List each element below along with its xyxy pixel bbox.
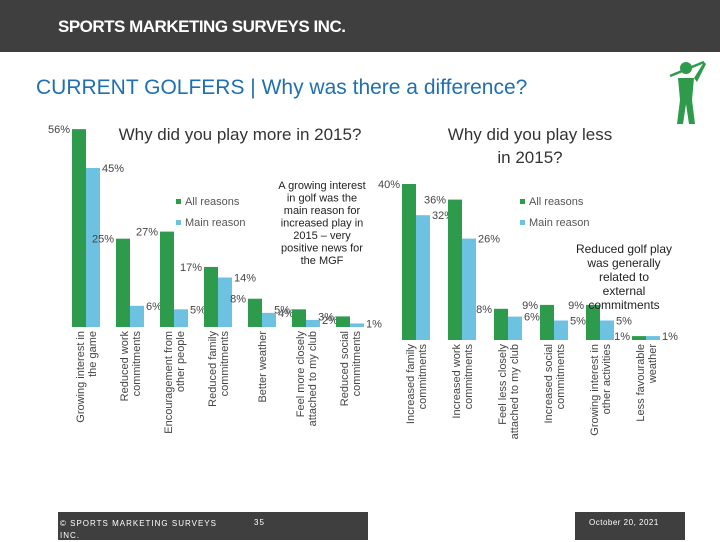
footer-date-bar: October 20, 2021 bbox=[575, 512, 685, 540]
bar-main-reason bbox=[508, 316, 522, 340]
legend-swatch-main bbox=[176, 220, 181, 225]
brand-logo-text: SPORTS MARKETING SURVEYS INC. bbox=[58, 17, 346, 36]
category-label: Reduced socialcommitments bbox=[339, 331, 363, 407]
footer-copyright: © SPORTS MARKETING SURVEYS INC. bbox=[60, 519, 217, 540]
data-label-all: 5% bbox=[274, 304, 290, 316]
data-label-main: 5% bbox=[190, 304, 206, 316]
data-label-main: 4% bbox=[278, 308, 294, 320]
bar-all-reasons bbox=[292, 309, 306, 327]
bar-all-reasons bbox=[72, 129, 86, 327]
data-label-main: 1% bbox=[662, 331, 678, 343]
page-title: CURRENT GOLFERS | Why was there a differ… bbox=[36, 76, 528, 99]
header-bar: SPORTS MARKETING SURVEYS INC. bbox=[0, 0, 720, 52]
data-label-all: 17% bbox=[180, 262, 202, 274]
data-label-all: 36% bbox=[424, 195, 446, 207]
bar-main-reason bbox=[130, 305, 144, 327]
category-label: Feel more closelyattached to my club bbox=[295, 331, 319, 427]
data-label-all: 8% bbox=[476, 304, 492, 316]
bar-main-reason bbox=[306, 319, 320, 327]
data-label-main: 5% bbox=[570, 316, 586, 328]
legend-label-main: Main reason bbox=[185, 217, 246, 229]
legend-label-main: Main reason bbox=[529, 217, 590, 229]
data-label-main: 45% bbox=[102, 163, 124, 175]
bar-main-reason bbox=[174, 309, 188, 327]
bar-main-reason bbox=[86, 168, 100, 327]
bar-all-reasons bbox=[632, 336, 646, 340]
page-number: 35 bbox=[254, 518, 265, 527]
data-label-all: 40% bbox=[378, 179, 400, 191]
category-label: Growing interest inthe game bbox=[75, 331, 99, 423]
data-label-all: 9% bbox=[522, 300, 538, 312]
bar-all-reasons bbox=[494, 308, 508, 340]
callout-less: Reduced golf play was generally related to… bbox=[576, 242, 672, 312]
bar-all-reasons bbox=[448, 199, 462, 340]
category-label: Reduced workcommitments bbox=[119, 331, 143, 402]
callout-more: A growing interest in golf was the main re… bbox=[278, 180, 365, 267]
bar-all-reasons bbox=[540, 304, 554, 340]
footer-bar: © SPORTS MARKETING SURVEYS INC. 35 bbox=[58, 512, 368, 540]
category-label: Increased workcommitments bbox=[451, 344, 475, 419]
data-label-all: 27% bbox=[136, 227, 158, 239]
category-label: Increased socialcommitments bbox=[543, 344, 567, 424]
chart-title: Why did you play less in 2015? bbox=[448, 125, 612, 167]
footer-date: October 20, 2021 bbox=[589, 518, 659, 527]
data-label-all: 9% bbox=[568, 300, 584, 312]
category-label: Feel less closelyattached to my club bbox=[497, 344, 521, 440]
data-label-main: 2% bbox=[322, 315, 338, 327]
legend-label-all: All reasons bbox=[185, 196, 240, 208]
data-label-main: 14% bbox=[234, 273, 256, 285]
category-label: Encouragement fromother people bbox=[163, 331, 187, 434]
bar-main-reason bbox=[646, 336, 660, 340]
bar-main-reason bbox=[416, 215, 430, 340]
legend-label-all: All reasons bbox=[529, 196, 584, 208]
bar-all-reasons bbox=[116, 238, 130, 327]
data-label-main: 6% bbox=[146, 301, 162, 313]
data-label-all: 1% bbox=[614, 331, 630, 343]
category-label: Growing interest inother activities bbox=[589, 344, 613, 436]
bar-all-reasons bbox=[204, 266, 218, 327]
legend-swatch-main bbox=[520, 220, 525, 225]
bar-all-reasons bbox=[336, 316, 350, 327]
bar-all-reasons bbox=[402, 184, 416, 340]
bar-main-reason bbox=[554, 320, 568, 340]
category-label: Less favourableweather bbox=[635, 344, 659, 422]
category-label: Increased familycommitments bbox=[405, 344, 429, 425]
bar-main-reason bbox=[462, 238, 476, 340]
bar-all-reasons bbox=[160, 231, 174, 327]
bar-all-reasons bbox=[248, 298, 262, 327]
legend-swatch-all bbox=[176, 199, 181, 204]
data-label-main: 1% bbox=[366, 318, 382, 330]
data-label-main: 26% bbox=[478, 234, 500, 246]
bar-main-reason bbox=[218, 277, 232, 327]
data-label-all: 8% bbox=[230, 294, 246, 306]
category-label: Reduced familycommitments bbox=[207, 331, 231, 407]
bar-main-reason bbox=[262, 312, 276, 327]
data-label-all: 25% bbox=[92, 234, 114, 246]
bar-main-reason bbox=[350, 323, 364, 327]
legend-swatch-all bbox=[520, 199, 525, 204]
data-label-main: 5% bbox=[616, 316, 632, 328]
chart-title: Why did you play more in 2015? bbox=[119, 125, 362, 144]
bar-all-reasons bbox=[586, 304, 600, 340]
data-label-all: 3% bbox=[318, 311, 334, 323]
golfer-icon bbox=[669, 60, 706, 124]
category-label: Better weather bbox=[257, 331, 269, 403]
data-label-main: 6% bbox=[524, 312, 540, 324]
bar-main-reason bbox=[600, 320, 614, 340]
data-label-all: 56% bbox=[48, 124, 70, 136]
